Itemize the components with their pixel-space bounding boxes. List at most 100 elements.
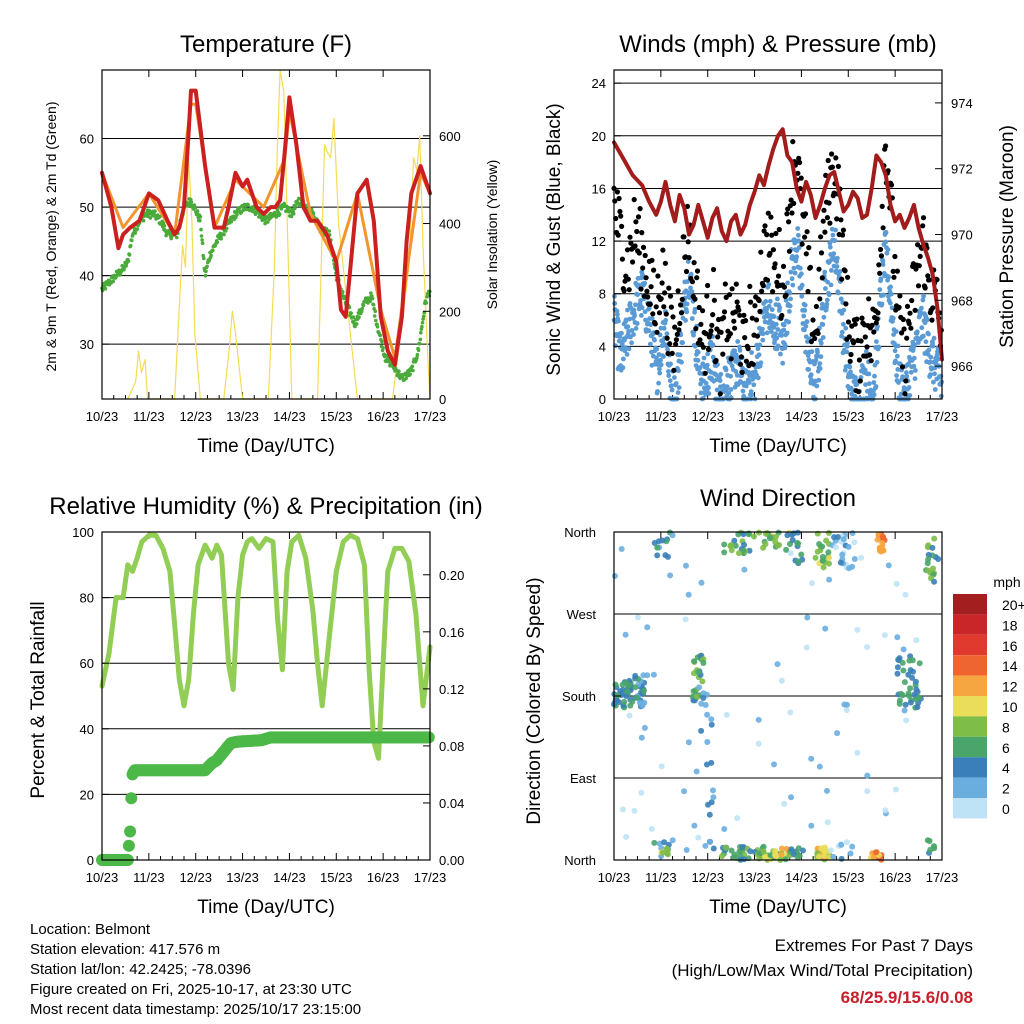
wind-point bbox=[663, 317, 669, 323]
direction-point bbox=[746, 547, 753, 554]
gust-point bbox=[737, 361, 744, 367]
gust-point bbox=[859, 315, 865, 321]
gust-point bbox=[885, 168, 891, 174]
gust-point bbox=[857, 378, 863, 384]
wind-point bbox=[698, 390, 704, 396]
wind-point bbox=[796, 245, 802, 250]
direction-point bbox=[789, 537, 796, 543]
y2-tick-label: 970 bbox=[951, 228, 973, 243]
direction-point bbox=[911, 691, 918, 698]
gust-point bbox=[745, 346, 751, 352]
wind-point bbox=[796, 232, 801, 238]
wind-point bbox=[622, 345, 628, 350]
wind-point bbox=[803, 349, 808, 355]
wind-point bbox=[705, 351, 711, 357]
direction-point bbox=[778, 677, 785, 684]
wind-point bbox=[621, 356, 626, 362]
direction-point bbox=[704, 739, 711, 745]
dewpoint-point bbox=[135, 227, 140, 231]
wind-point bbox=[839, 333, 844, 339]
gust-point bbox=[693, 326, 699, 332]
wind-point bbox=[726, 390, 732, 396]
x-tick-label: 14/23 bbox=[273, 870, 306, 885]
gust-point bbox=[653, 304, 659, 310]
gust-point bbox=[703, 331, 709, 337]
y-tick-label: 50 bbox=[80, 200, 94, 215]
dewpoint-point bbox=[368, 299, 373, 304]
gust-point bbox=[659, 280, 665, 286]
gust-point bbox=[781, 284, 788, 290]
wind-point bbox=[666, 369, 671, 374]
dewpoint-point bbox=[128, 243, 133, 248]
gust-point bbox=[631, 197, 637, 203]
y-tick-label: North bbox=[564, 525, 596, 540]
dewpoint-point bbox=[133, 231, 137, 235]
direction-point bbox=[885, 562, 892, 569]
wind-point bbox=[816, 377, 822, 383]
direction-point bbox=[925, 551, 932, 558]
wind-point bbox=[749, 350, 754, 355]
wind-point bbox=[728, 387, 734, 392]
direction-point bbox=[841, 701, 848, 708]
wind-point bbox=[632, 313, 637, 319]
gust-point bbox=[802, 234, 808, 240]
wind-point bbox=[920, 297, 926, 303]
legend-swatch bbox=[953, 757, 987, 778]
dewpoint-point bbox=[410, 364, 415, 369]
direction-point bbox=[849, 530, 856, 537]
direction-point bbox=[824, 787, 830, 794]
wind-point bbox=[766, 303, 772, 309]
wind-point bbox=[781, 327, 787, 333]
direction-point bbox=[893, 580, 900, 587]
direction-point bbox=[809, 580, 815, 587]
gust-point bbox=[804, 229, 810, 235]
wind-point bbox=[758, 360, 764, 366]
gust-point bbox=[926, 277, 933, 283]
gust-point bbox=[665, 350, 671, 357]
dewpoint-point bbox=[241, 207, 246, 212]
wind-point bbox=[911, 355, 917, 361]
dewpoint-point bbox=[266, 220, 270, 224]
wind-point bbox=[626, 346, 632, 352]
y-axis-label: Percent & Total Rainfall bbox=[28, 601, 49, 798]
wind-point bbox=[872, 373, 877, 379]
dewpoint-point bbox=[204, 269, 208, 274]
direction-point bbox=[902, 591, 909, 598]
gust-point bbox=[920, 215, 927, 221]
gust-point bbox=[640, 265, 646, 271]
direction-series bbox=[611, 529, 942, 863]
x-tick-label: 15/23 bbox=[320, 409, 353, 424]
gust-point bbox=[704, 293, 710, 299]
gust-point bbox=[667, 293, 674, 299]
wind-point bbox=[835, 255, 840, 261]
gust-point bbox=[637, 206, 643, 212]
direction-point bbox=[722, 844, 729, 851]
direction-point bbox=[808, 755, 815, 762]
dewpoint-point bbox=[422, 310, 427, 315]
dewpoint-series bbox=[100, 196, 432, 383]
wind-point bbox=[773, 331, 778, 337]
wind-point bbox=[877, 287, 883, 292]
wind-point bbox=[788, 269, 794, 275]
dewpoint-point bbox=[130, 238, 134, 243]
gust-point bbox=[768, 214, 774, 220]
x-tick-label: 10/23 bbox=[86, 409, 119, 424]
gust-point bbox=[656, 310, 663, 316]
chart-title: Temperature (F) bbox=[180, 31, 352, 58]
gust-point bbox=[747, 283, 753, 289]
dewpoint-point bbox=[370, 296, 375, 301]
gust-point bbox=[729, 286, 735, 292]
wind-point bbox=[718, 371, 724, 377]
direction-point bbox=[683, 847, 690, 853]
direction-point bbox=[892, 786, 899, 793]
wind-point bbox=[921, 293, 926, 299]
direction-point bbox=[682, 616, 689, 623]
direction-point bbox=[816, 763, 823, 770]
gust-point bbox=[929, 317, 935, 323]
direction-point bbox=[783, 546, 790, 553]
wind-point bbox=[911, 363, 917, 369]
wind-point bbox=[813, 357, 819, 363]
direction-point bbox=[788, 846, 795, 853]
direction-point bbox=[804, 614, 811, 621]
gust-point bbox=[709, 322, 715, 328]
